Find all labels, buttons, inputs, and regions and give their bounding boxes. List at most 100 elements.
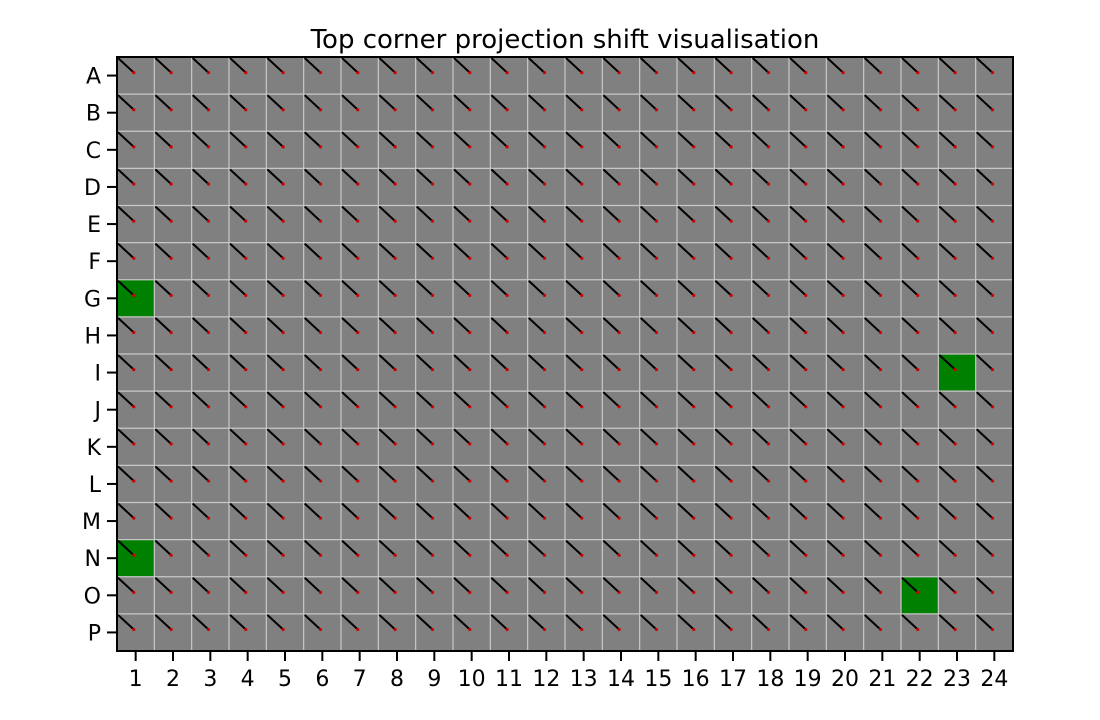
- shift-endpoint-L21: [878, 479, 883, 483]
- shift-line-M22: [901, 502, 919, 519]
- shift-line-O23: [938, 577, 956, 594]
- shift-endpoint-B19: [804, 108, 808, 112]
- shift-line-B5: [266, 94, 284, 111]
- shift-line-M12: [527, 502, 546, 519]
- shift-endpoint-I4: [244, 367, 248, 372]
- shift-vectors: [117, 57, 995, 632]
- shift-line-G16: [677, 280, 695, 297]
- shift-line-H5: [266, 317, 284, 334]
- shift-endpoint-P17: [729, 627, 733, 632]
- x-tick-label-8: 8: [390, 667, 404, 692]
- x-tick-label-7: 7: [353, 667, 367, 692]
- shift-endpoint-B12: [542, 108, 547, 112]
- shift-line-B21: [863, 94, 882, 111]
- shift-line-H17: [714, 317, 732, 334]
- y-tick-label-P: P: [88, 621, 101, 646]
- shift-endpoint-L7: [356, 479, 360, 483]
- shift-line-P14: [602, 614, 620, 631]
- shift-line-H3: [191, 317, 210, 334]
- shift-line-L11: [490, 465, 508, 482]
- shift-line-G17: [714, 280, 732, 297]
- shift-endpoint-P2: [169, 627, 173, 632]
- shift-endpoint-F19: [804, 256, 808, 260]
- shift-line-L8: [378, 465, 396, 482]
- shift-endpoint-P22: [916, 627, 920, 632]
- shift-line-N20: [826, 539, 844, 556]
- shift-line-F13: [565, 242, 583, 259]
- shift-endpoint-J20: [841, 405, 845, 409]
- shift-line-I15: [639, 354, 658, 371]
- shift-line-D10: [453, 168, 471, 185]
- shift-line-L14: [602, 465, 620, 482]
- shift-endpoint-A14: [617, 70, 621, 75]
- shift-endpoint-F2: [169, 256, 173, 260]
- shift-line-K24: [975, 428, 994, 445]
- shift-endpoint-E24: [990, 219, 995, 223]
- shift-line-L17: [714, 465, 732, 482]
- x-tick-label-5: 5: [278, 667, 292, 692]
- shift-line-P10: [453, 614, 471, 631]
- shift-line-E2: [154, 205, 172, 222]
- shift-endpoint-C16: [692, 145, 696, 149]
- shift-line-D11: [490, 168, 508, 185]
- shift-endpoint-G11: [505, 293, 509, 297]
- shift-line-P3: [191, 614, 210, 631]
- shift-line-H16: [677, 317, 695, 334]
- shift-line-G15: [639, 280, 658, 297]
- shift-endpoint-H3: [206, 330, 211, 335]
- shift-line-H20: [826, 317, 844, 334]
- shift-endpoint-I15: [654, 367, 659, 372]
- shift-line-H10: [453, 317, 471, 334]
- shift-endpoint-F5: [281, 256, 285, 260]
- shift-endpoint-F13: [580, 256, 584, 260]
- shift-endpoint-O21: [878, 590, 883, 594]
- shift-line-C16: [677, 131, 695, 148]
- shift-endpoint-M3: [206, 516, 211, 520]
- shift-line-B1: [117, 94, 135, 111]
- shift-endpoint-C6: [318, 145, 323, 149]
- shift-line-K4: [229, 428, 247, 445]
- shift-endpoint-M20: [841, 516, 845, 520]
- shift-line-N15: [639, 539, 658, 556]
- shift-endpoint-H18: [766, 330, 771, 335]
- shift-line-D15: [639, 168, 658, 185]
- shift-endpoint-I22: [916, 367, 920, 372]
- shift-endpoint-L19: [804, 479, 808, 483]
- shift-endpoint-P19: [804, 627, 808, 632]
- shift-endpoint-A3: [206, 70, 211, 75]
- shift-line-C23: [938, 131, 956, 148]
- shift-endpoint-J5: [281, 405, 285, 409]
- shift-endpoint-M9: [430, 516, 435, 520]
- shift-line-H4: [229, 317, 247, 334]
- shift-endpoint-O7: [356, 590, 360, 594]
- shift-line-N8: [378, 539, 396, 556]
- shift-line-G13: [565, 280, 583, 297]
- shift-endpoint-N17: [729, 553, 733, 557]
- shift-endpoint-I3: [206, 367, 211, 372]
- shift-endpoint-J10: [468, 405, 472, 409]
- shift-line-G3: [191, 280, 210, 297]
- shift-line-P7: [341, 614, 359, 631]
- shift-line-P4: [229, 614, 247, 631]
- shift-line-C24: [975, 131, 994, 148]
- shift-endpoint-M17: [729, 516, 733, 520]
- shift-endpoint-F17: [729, 256, 733, 260]
- shift-line-J15: [639, 391, 658, 408]
- shift-line-G2: [154, 280, 172, 297]
- shift-endpoint-F9: [430, 256, 435, 260]
- shift-endpoint-A20: [841, 70, 845, 75]
- shift-endpoint-C10: [468, 145, 472, 149]
- shift-endpoint-J6: [318, 405, 323, 409]
- shift-endpoint-E18: [766, 219, 771, 223]
- shift-line-N1: [117, 539, 135, 556]
- shift-endpoint-A5: [281, 70, 285, 75]
- shift-line-C14: [602, 131, 620, 148]
- shift-line-G23: [938, 280, 956, 297]
- shift-endpoint-M7: [356, 516, 360, 520]
- shift-endpoint-M6: [318, 516, 323, 520]
- shift-line-C18: [751, 131, 770, 148]
- shift-line-B7: [341, 94, 359, 111]
- shift-line-I20: [826, 354, 844, 371]
- shift-endpoint-M21: [878, 516, 883, 520]
- shift-endpoint-O6: [318, 590, 323, 594]
